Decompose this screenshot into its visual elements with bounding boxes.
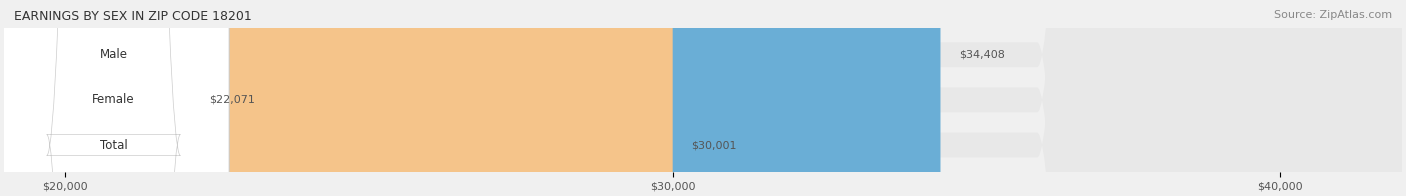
Text: Male: Male <box>100 48 128 61</box>
Text: Total: Total <box>100 139 128 152</box>
FancyBboxPatch shape <box>4 0 672 196</box>
FancyBboxPatch shape <box>4 0 1402 196</box>
FancyBboxPatch shape <box>0 0 368 196</box>
FancyBboxPatch shape <box>4 0 1402 196</box>
Text: EARNINGS BY SEX IN ZIP CODE 18201: EARNINGS BY SEX IN ZIP CODE 18201 <box>14 10 252 23</box>
FancyBboxPatch shape <box>4 0 941 196</box>
Text: Female: Female <box>93 93 135 106</box>
FancyBboxPatch shape <box>0 0 229 196</box>
FancyBboxPatch shape <box>4 0 1402 196</box>
Text: Source: ZipAtlas.com: Source: ZipAtlas.com <box>1274 10 1392 20</box>
Text: $30,001: $30,001 <box>690 140 737 150</box>
Text: $34,408: $34,408 <box>959 50 1005 60</box>
FancyBboxPatch shape <box>0 0 229 196</box>
FancyBboxPatch shape <box>0 0 229 196</box>
Text: $22,071: $22,071 <box>209 95 254 105</box>
